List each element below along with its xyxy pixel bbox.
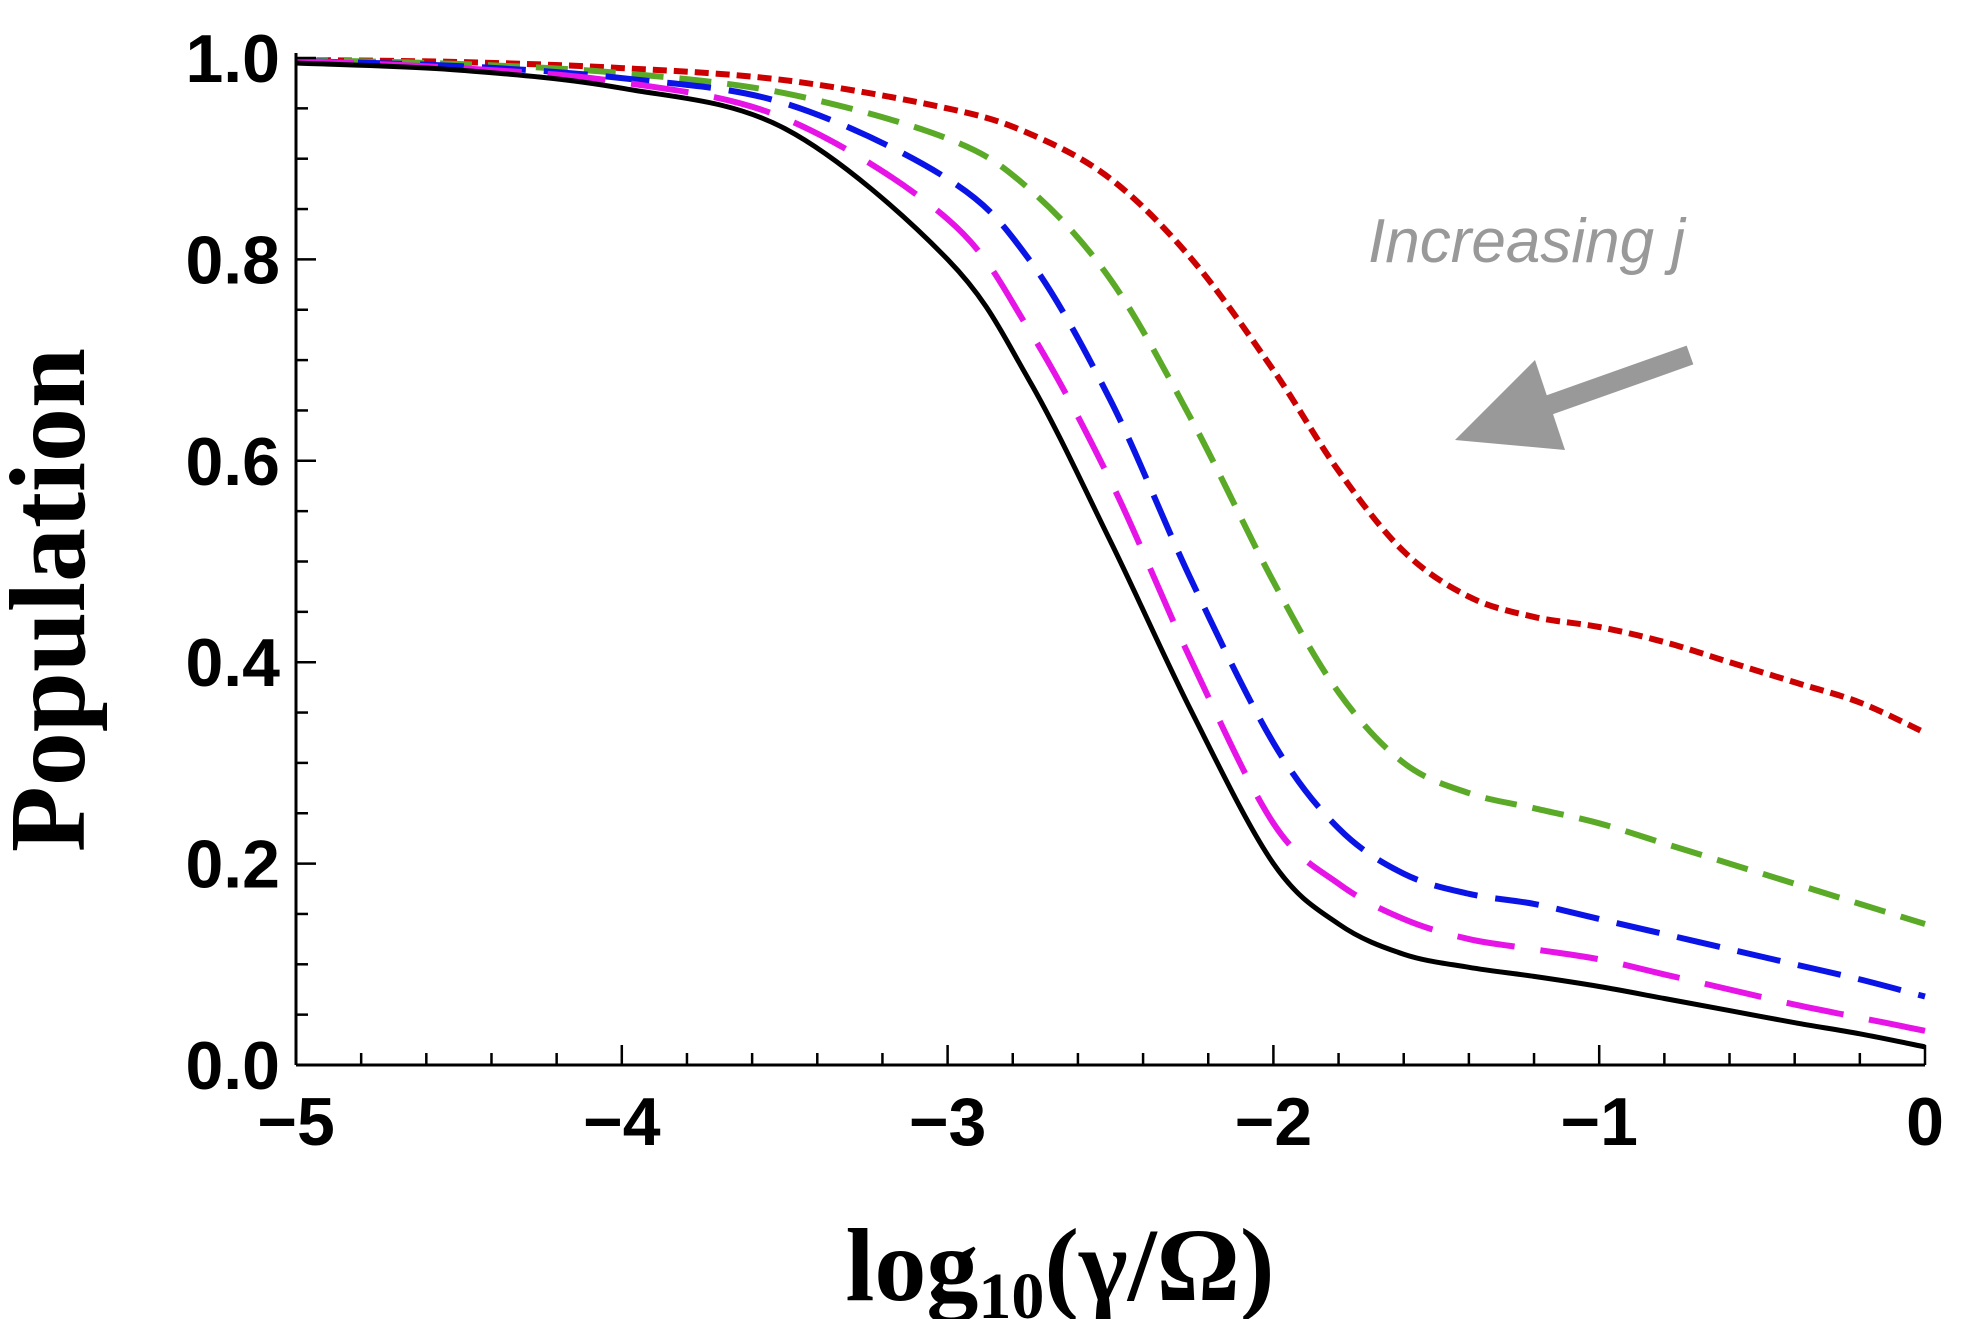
y-tick-label: 0.6 xyxy=(185,424,280,500)
annotation-arrow xyxy=(1455,345,1694,450)
y-axis-title: Population xyxy=(0,348,108,852)
x-tick-label: −2 xyxy=(1235,1084,1313,1160)
y-tick-label: 0.8 xyxy=(185,222,280,298)
annotation-text: Increasing j xyxy=(1368,207,1687,276)
x-tick-label: 0 xyxy=(1906,1084,1944,1160)
x-tick-label: −3 xyxy=(909,1084,987,1160)
series-line-curve-4 xyxy=(295,58,1926,1034)
series-layer xyxy=(295,57,1927,1050)
axes-layer: −5 −4 −3 −2 −1 0 0.0 0.2 0.4 0.6 0.8 1.0 xyxy=(185,21,1943,1160)
x-axis-title-sub: 10 xyxy=(978,1260,1044,1319)
y-tick-label: 0.0 xyxy=(185,1028,280,1104)
x-axis-title-tail: (γ/Ω) xyxy=(1044,1208,1274,1319)
x-tick-label: −1 xyxy=(1560,1084,1638,1160)
x-axis-title-main: log xyxy=(846,1208,979,1319)
series-line-curve-2 xyxy=(295,57,1926,927)
series-line-curve-5 xyxy=(295,60,1926,1050)
y-tick-label: 0.2 xyxy=(185,827,280,903)
y-tick-label: 1.0 xyxy=(185,21,280,97)
y-tick-label: 0.4 xyxy=(185,625,280,701)
series-line-curve-3 xyxy=(295,58,1926,1000)
x-tick-label: −4 xyxy=(583,1084,661,1160)
x-tick-label: −5 xyxy=(257,1084,335,1160)
x-axis-title: log10(γ/Ω) xyxy=(846,1208,1275,1319)
series-line-curve-1 xyxy=(295,57,1927,736)
